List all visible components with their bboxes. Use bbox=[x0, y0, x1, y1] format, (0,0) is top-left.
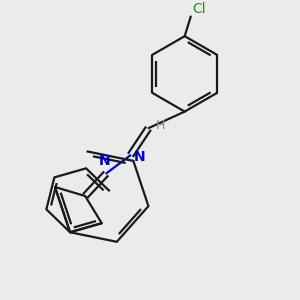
Text: N: N bbox=[134, 150, 146, 164]
Text: H: H bbox=[156, 118, 165, 132]
Text: N: N bbox=[99, 154, 111, 168]
Text: Cl: Cl bbox=[192, 2, 206, 16]
